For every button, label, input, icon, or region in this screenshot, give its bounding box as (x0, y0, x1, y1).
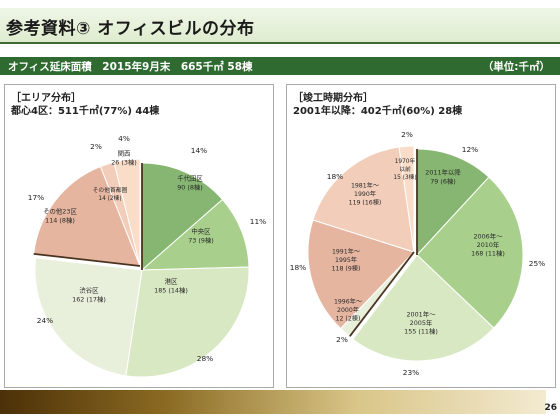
pie-slice (141, 162, 224, 272)
pie-slice (140, 198, 250, 271)
slice-percent-label: 28% (197, 354, 213, 363)
slice-label: 港区 185 (14棟) (154, 277, 188, 295)
slice-label: 渋谷区 162 (17棟) (72, 286, 106, 304)
slice-label: その他首都圏 14 (2棟) (93, 186, 128, 202)
pie-slice (113, 158, 141, 267)
slice-label: 1970年以前 15 (3棟) (393, 157, 416, 181)
slice-percent-label: 25% (529, 259, 545, 268)
slice-label: 1991年～ 1995年 118 (9棟) (332, 248, 361, 273)
page-title: 参考資料③ オフィスビルの分布 (6, 19, 255, 39)
pie-slice (125, 266, 250, 378)
pie-slice (307, 219, 415, 330)
completion-pie-chart: 2011年以降 79 (6棟) 12% 2006年～ 2010年 168 (11棟) 25%… (290, 130, 545, 377)
slice-percent-label: 12% (462, 145, 478, 154)
area-chart-title: ［エリア分布］ (11, 93, 81, 104)
completion-chart-subtitle: 2001年以降：402千㎡(60%) 28棟 (293, 106, 463, 117)
completion-period-panel: ［竣工時期分布］ 2001年以降：402千㎡(60%) 28棟 2011年以降 7… (286, 84, 556, 388)
pie-slice (33, 165, 141, 267)
footer-gradient-bar (0, 390, 546, 414)
slice-percent-label: 11% (250, 217, 266, 226)
area-distribution-panel: ［エリア分布］ 都心4区：511千㎡(77%) 44棟 千代田区 90 (8棟) 1… (4, 84, 274, 388)
page-number: 26 (544, 403, 557, 413)
pie-slice (398, 145, 415, 253)
slice-label: 2006年～ 2010年 168 (11棟) (471, 231, 505, 257)
pie-slice (352, 254, 495, 362)
slice-percent-label: 2% (401, 130, 413, 139)
slice-label: 1996年～ 2000年 12 (2棟) (334, 298, 362, 323)
pie-slice (416, 176, 524, 329)
area-chart-subtitle: 都心4区：511千㎡(77%) 44棟 (11, 106, 160, 117)
slice-percent-label: 17% (28, 193, 44, 202)
group-separator-line (33, 252, 141, 267)
group-separator-line (349, 251, 415, 337)
pie-slice (34, 257, 143, 377)
slice-label: 中央区 73 (9棟) (188, 227, 214, 245)
slice-label: 千代田区 90 (8棟) (177, 174, 203, 192)
slice-label: 関西 26 (3棟) (111, 150, 137, 167)
slice-percent-label: 14% (191, 146, 207, 155)
slice-label: その他23区 114 (8棟) (43, 207, 77, 225)
completion-chart-title: ［竣工時期分布］ (293, 93, 373, 104)
unit-label: （単位:千㎡） (482, 61, 550, 73)
slice-percent-label: 4% (118, 134, 130, 143)
slice-percent-label: 2% (336, 335, 348, 344)
slice-label: 1981年～ 1990年 119 (16棟) (349, 182, 382, 207)
slice-percent-label: 24% (37, 316, 53, 325)
slice-percent-label: 18% (327, 172, 343, 181)
subheader-bar: オフィス延床面積 2015年9月末 665千㎡ 58棟 （単位:千㎡） (0, 57, 560, 75)
slice-percent-label: 2% (90, 142, 102, 151)
title-band (0, 8, 560, 42)
pie-slice (312, 146, 415, 253)
title-rule (0, 42, 560, 44)
pie-slice (416, 148, 490, 257)
subheader-summary: オフィス延床面積 2015年9月末 665千㎡ 58棟 (8, 61, 253, 73)
area-pie-chart: 千代田区 90 (8棟) 14% 中央区 73 (9棟) 11% 港区 185 (14棟) 28… (28, 134, 266, 378)
slice-percent-label: 18% (290, 263, 306, 272)
slice-percent-label: 23% (403, 368, 419, 377)
slice-label: 2011年以降 79 (6棟) (425, 168, 461, 186)
slice-label: 2001年～ 2005年 155 (11棟) (404, 309, 438, 335)
